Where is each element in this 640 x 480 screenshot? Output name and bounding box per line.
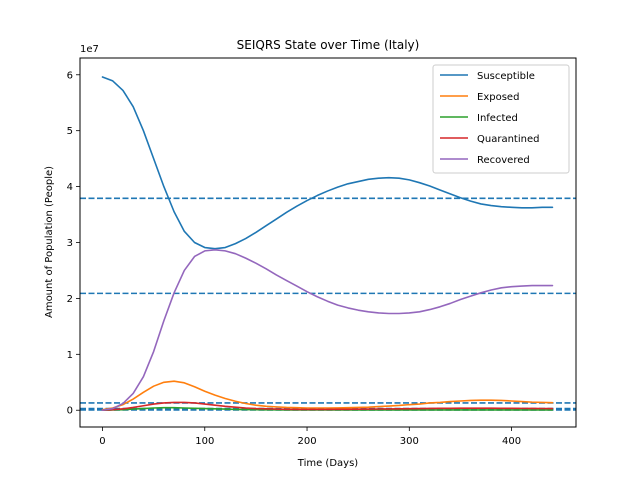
x-tick-label: 200 bbox=[297, 436, 316, 447]
y-tick-label: 0 bbox=[67, 406, 73, 417]
legend-item-quarantined: Quarantined bbox=[440, 134, 539, 145]
chart-title: SEIQRS State over Time (Italy) bbox=[237, 38, 420, 52]
series-line-recovered bbox=[101, 248, 554, 412]
y-tick-label: 4 bbox=[67, 182, 73, 193]
y-axis-label: Amount of Population (People) bbox=[44, 166, 55, 318]
legend-label: Susceptible bbox=[477, 71, 535, 82]
legend-item-recovered: Recovered bbox=[440, 155, 530, 166]
legend-box bbox=[432, 64, 570, 174]
x-tick-label: 300 bbox=[400, 436, 419, 447]
legend-label: Infected bbox=[477, 113, 518, 124]
y-tick-label: 2 bbox=[67, 294, 73, 305]
y-tick-label: 1 bbox=[67, 350, 73, 361]
x-tick-label: 400 bbox=[502, 436, 521, 447]
legend-item-exposed: Exposed bbox=[440, 92, 519, 103]
x-tick-label: 100 bbox=[195, 436, 214, 447]
y-offset-label: 1e7 bbox=[80, 44, 99, 55]
legend-item-susceptible: Susceptible bbox=[440, 71, 535, 82]
legend: Susceptible Exposed Infected Quarantined Rec… bbox=[432, 64, 570, 174]
y-axis: 0 1 2 3 4 5 6 bbox=[67, 70, 80, 417]
x-axis: 0 100 200 300 400 bbox=[99, 427, 521, 447]
x-axis-label: Time (Days) bbox=[297, 458, 359, 469]
legend-label: Recovered bbox=[477, 155, 530, 166]
y-tick-label: 5 bbox=[67, 126, 73, 137]
series-line-quarantined bbox=[101, 401, 554, 412]
y-tick-label: 6 bbox=[67, 70, 73, 81]
x-tick-label: 0 bbox=[99, 436, 105, 447]
legend-item-infected: Infected bbox=[440, 113, 518, 124]
legend-label: Exposed bbox=[477, 92, 519, 103]
series-line-susceptible bbox=[101, 76, 554, 250]
series-line-exposed bbox=[101, 380, 554, 411]
y-tick-label: 3 bbox=[67, 238, 73, 249]
legend-label: Quarantined bbox=[477, 134, 539, 145]
plot-layer bbox=[80, 76, 576, 412]
